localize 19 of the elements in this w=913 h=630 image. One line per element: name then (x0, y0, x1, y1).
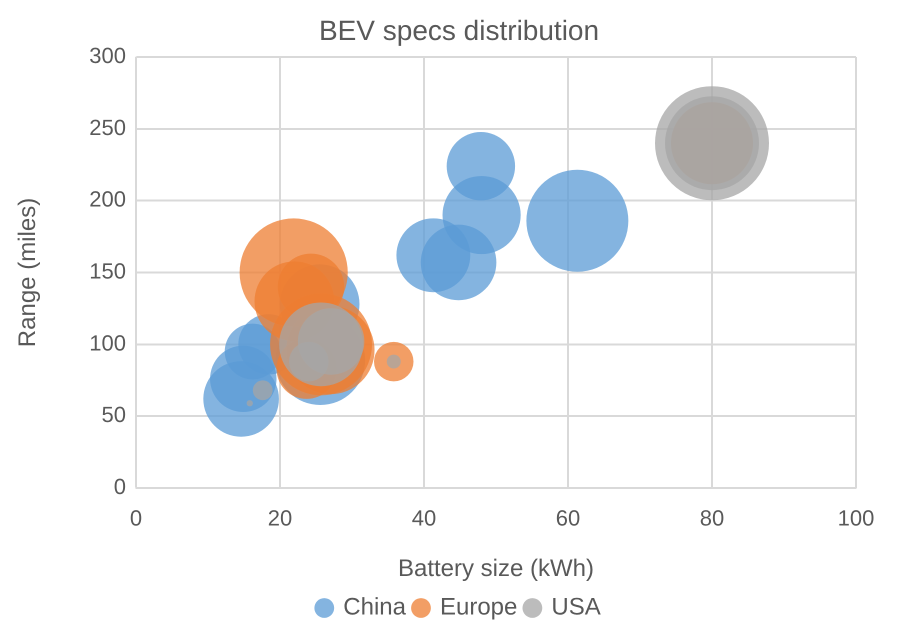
x-tick-label: 0 (130, 505, 142, 530)
legend-label: USA (551, 594, 601, 621)
y-tick-label: 0 (114, 474, 126, 500)
y-tick-label: 150 (89, 258, 126, 284)
y-axis-title: Range (miles) (14, 198, 42, 348)
x-tick-label: 20 (268, 505, 292, 530)
x-tick-label: 100 (838, 505, 874, 530)
y-tick-label: 200 (89, 186, 126, 212)
y-tick-label: 300 (89, 43, 126, 68)
y-tick-label: 250 (89, 114, 126, 140)
y-tick-label: 50 (102, 402, 126, 428)
chart-title: BEV specs distribution (318, 14, 600, 46)
y-tick-label: 100 (89, 330, 126, 356)
legend-label: Europe (440, 594, 518, 621)
x-tick-label: 60 (556, 505, 580, 530)
x-tick-label: 40 (412, 505, 436, 530)
x-axis-title: Battery size (kWh) (398, 555, 594, 582)
x-tick-label: 80 (700, 505, 724, 530)
legend-label: China (343, 594, 407, 621)
